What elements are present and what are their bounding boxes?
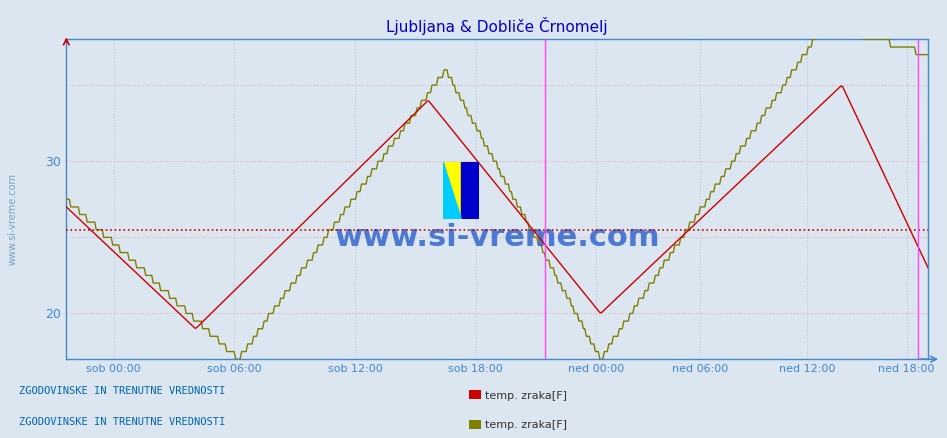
Text: www.si-vreme.com: www.si-vreme.com — [8, 173, 17, 265]
Text: ZGODOVINSKE IN TRENUTNE VREDNOSTI: ZGODOVINSKE IN TRENUTNE VREDNOSTI — [19, 386, 225, 396]
Text: www.si-vreme.com: www.si-vreme.com — [334, 223, 660, 252]
Text: ZGODOVINSKE IN TRENUTNE VREDNOSTI: ZGODOVINSKE IN TRENUTNE VREDNOSTI — [19, 417, 225, 427]
Text: temp. zraka[F]: temp. zraka[F] — [485, 420, 567, 430]
Bar — [469, 390, 481, 399]
Title: Ljubljana & Dobliče Črnomelj: Ljubljana & Dobliče Črnomelj — [386, 18, 608, 35]
Text: temp. zraka[F]: temp. zraka[F] — [485, 391, 567, 400]
Bar — [469, 420, 481, 429]
Polygon shape — [443, 162, 461, 219]
Bar — [461, 162, 479, 219]
